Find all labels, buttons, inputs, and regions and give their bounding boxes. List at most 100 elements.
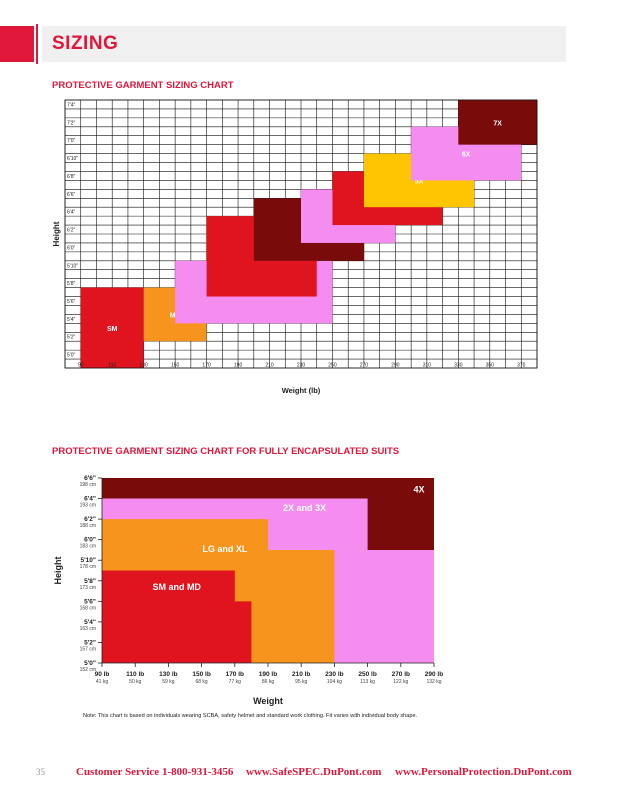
chart2-x-tick-kg: 132 kg — [426, 679, 441, 685]
chart2-x-tick-kg: 122 kg — [393, 679, 408, 685]
header-accent-bar — [0, 26, 34, 62]
chart2-y-tick-cm: 173 cm — [80, 585, 96, 591]
chart2-region-label: 4X — [414, 484, 425, 494]
chart2-y-tick-cm: 163 cm — [80, 626, 96, 632]
chart2-x-tick-label: 170 lb — [226, 671, 244, 678]
chart1-title: PROTECTIVE GARMENT SIZING CHART — [52, 80, 234, 91]
chart1-y-tick-label: 5'10" — [67, 263, 78, 269]
chart2-x-tick-label: 130 lb — [159, 671, 177, 678]
chart1-x-tick-label: 350 — [486, 363, 495, 369]
chart1-y-tick-label: 6'0" — [67, 245, 76, 251]
chart2-title: PROTECTIVE GARMENT SIZING CHART FOR FULL… — [52, 446, 400, 457]
chart1-x-tick-label: 230 — [297, 363, 306, 369]
footer-customer-service[interactable]: Customer Service 1-800-931-3456 — [76, 766, 234, 778]
chart2-x-tick-kg: 104 kg — [327, 679, 342, 685]
page-number: 35 — [36, 767, 45, 777]
chart2-y-tick-label: 6'4" — [84, 496, 96, 503]
header-accent-line — [36, 24, 38, 64]
chart2-x-tick-label: 230 lb — [325, 671, 343, 678]
chart1-region-7x — [458, 100, 537, 145]
chart1-x-tick-label: 90 — [78, 363, 84, 369]
chart1-y-tick-label: 7'2" — [67, 120, 76, 126]
chart2-y-tick-cm: 168 cm — [80, 605, 96, 611]
chart1-x-tick-label: 150 — [171, 363, 180, 369]
chart1-y-tick-label: 5'0" — [67, 353, 76, 359]
chart1-y-tick-label: 7'0" — [67, 138, 76, 144]
chart2-y-tick-cm: 157 cm — [80, 646, 96, 652]
chart2-y-tick-cm: 183 cm — [80, 544, 96, 550]
chart1-region-sm — [80, 287, 144, 368]
chart1-x-tick-label: 110 — [108, 363, 116, 369]
chart1-y-tick-label: 5'8" — [67, 281, 76, 287]
chart2-region-label: 2X and 3X — [283, 503, 326, 513]
chart2-y-axis-label: Height — [53, 556, 63, 584]
chart1-x-tick-label: 190 — [234, 363, 243, 369]
chart1-x-tick-label: 310 — [423, 363, 432, 369]
chart1-y-tick-label: 7'4" — [67, 102, 76, 108]
chart2-y-tick-label: 6'0" — [84, 537, 96, 544]
chart2-y-tick-label: 5'4" — [84, 619, 96, 626]
footer-safespec-link[interactable]: www.SafeSPEC.DuPont.com — [246, 766, 382, 778]
chart2-y-tick-label: 5'2" — [84, 639, 96, 646]
chart1-y-tick-label: 6'10" — [67, 156, 78, 162]
chart1-x-tick-label: 130 — [139, 363, 148, 369]
chart1-y-tick-label: 5'4" — [67, 317, 76, 323]
footer-personal-protection-link[interactable]: www.PersonalProtection.DuPont.com — [395, 766, 572, 778]
chart2-y-tick-cm: 178 cm — [80, 564, 96, 570]
chart1-y-tick-label: 5'2" — [67, 335, 76, 341]
chart2-x-tick-kg: 41 kg — [96, 679, 108, 685]
chart2-x-tick-label: 270 lb — [392, 671, 410, 678]
chart2-x-tick-kg: 77 kg — [229, 679, 241, 685]
chart1-y-tick-label: 6'2" — [67, 228, 76, 234]
chart2-region-sm-and-md — [102, 570, 252, 663]
chart2-x-tick-label: 290 lb — [425, 671, 443, 678]
chart2-y-tick-label: 5'0" — [84, 660, 96, 667]
chart2-y-tick-cm: 193 cm — [80, 503, 96, 509]
chart1-region-label: 5X — [415, 178, 424, 185]
chart1-y-tick-label: 6'4" — [67, 210, 76, 216]
chart1-region-label: SM — [107, 326, 118, 333]
chart1-y-tick-label: 5'6" — [67, 299, 76, 305]
chart2-region-label: LG and XL — [202, 544, 248, 554]
page-title: SIZING — [52, 33, 119, 54]
chart2-y-tick-label: 5'6" — [84, 598, 96, 605]
chart2-y-tick-cm: 152 cm — [80, 667, 96, 673]
chart1-region-label: 6X — [462, 152, 471, 159]
chart2-x-tick-label: 190 lb — [259, 671, 277, 678]
chart1-sizing-grid: SMMDLGXL2X3X4X5X6X7X7'4"7'2"7'0"6'10"6'8… — [52, 99, 538, 395]
chart2-y-tick-label: 6'2" — [84, 516, 96, 523]
chart2-region-label: SM and MD — [152, 582, 201, 592]
chart2-x-tick-kg: 68 kg — [195, 679, 207, 685]
chart1-x-tick-label: 370 — [517, 363, 526, 369]
chart1-y-tick-label: 6'8" — [67, 174, 76, 180]
chart1-x-tick-label: 270 — [360, 363, 369, 369]
chart2-x-tick-label: 210 lb — [292, 671, 310, 678]
chart1-x-axis-label: Weight (lb) — [282, 386, 321, 395]
chart1-x-tick-label: 250 — [328, 363, 337, 369]
chart2-x-tick-label: 150 lb — [192, 671, 210, 678]
chart2-x-tick-kg: 95 kg — [295, 679, 307, 685]
chart2-x-tick-kg: 86 kg — [262, 679, 274, 685]
chart2-y-tick-cm: 188 cm — [80, 523, 96, 529]
header-background — [42, 26, 566, 62]
chart2-x-tick-kg: 50 kg — [129, 679, 141, 685]
chart1-x-tick-label: 330 — [454, 363, 463, 369]
chart2-x-tick-kg: 59 kg — [162, 679, 174, 685]
chart2-y-tick-cm: 198 cm — [80, 482, 96, 488]
chart2-x-axis-label: Weight — [253, 696, 283, 706]
chart2-y-tick-label: 6'6" — [84, 475, 96, 482]
chart1-region-label: 7X — [493, 120, 502, 127]
chart2-note: Note: This chart is based on individuals… — [83, 713, 418, 719]
chart1-x-tick-label: 290 — [391, 363, 400, 369]
chart1-plot-border — [64, 99, 538, 369]
chart2-x-tick-label: 250 lb — [358, 671, 376, 678]
chart1-x-tick-label: 210 — [265, 363, 274, 369]
chart2-y-tick-label: 5'10" — [81, 557, 96, 564]
chart2-y-tick-label: 5'8" — [84, 578, 96, 585]
chart2-x-tick-label: 110 lb — [126, 671, 144, 678]
chart1-x-tick-label: 170 — [202, 363, 211, 369]
chart1-y-tick-label: 6'6" — [67, 192, 76, 198]
chart1-y-axis-label: Height — [52, 221, 61, 246]
chart2-x-tick-kg: 113 kg — [360, 679, 375, 685]
